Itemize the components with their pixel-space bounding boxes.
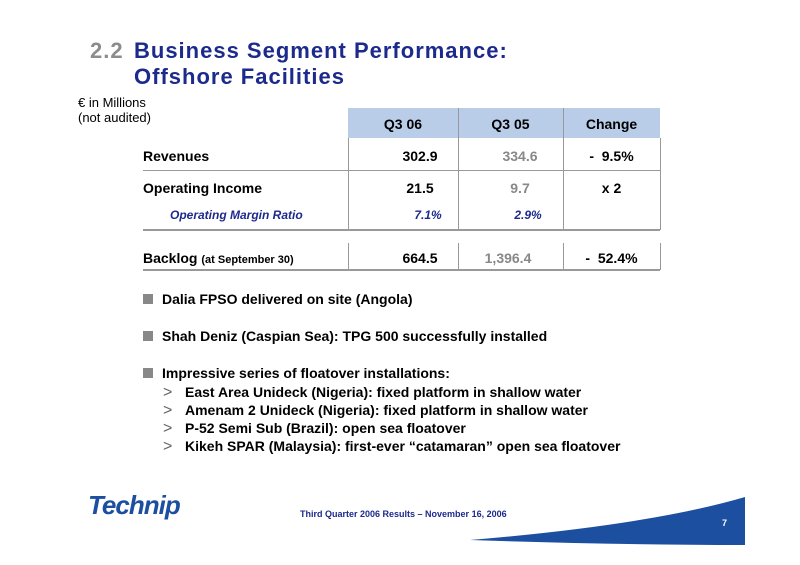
- divider: [458, 243, 459, 270]
- divider: [563, 108, 564, 230]
- cell: 7.1%: [414, 208, 442, 222]
- col-header: Change: [585, 116, 638, 132]
- divider: [563, 243, 564, 270]
- header-bg: [348, 108, 660, 138]
- page-number: 7: [722, 518, 728, 528]
- bullet-icon: [143, 294, 153, 304]
- title: Business Segment Performance:: [134, 38, 508, 63]
- divider: [348, 243, 349, 270]
- logo: Technip: [88, 490, 181, 520]
- col-header: Q3 06: [383, 116, 423, 132]
- bullet: Dalia FPSO delivered on site (Angola): [162, 291, 413, 307]
- bullet-icon: [143, 368, 153, 378]
- arrow: >: [163, 384, 173, 401]
- row-label: Operating Margin Ratio: [170, 208, 303, 222]
- sub-bullet: Amenam 2 Unideck (Nigeria): fixed platfo…: [185, 402, 588, 418]
- cell: - 9.5%: [589, 148, 634, 164]
- row-label: Revenues: [143, 148, 210, 164]
- cell: 1,396.4: [484, 250, 532, 266]
- units: (not audited): [78, 110, 151, 125]
- cell: 664.5: [402, 250, 438, 266]
- title: Offshore Facilities: [134, 64, 345, 89]
- sub-bullet: Kikeh SPAR (Malaysia): first-ever “catam…: [185, 438, 621, 454]
- cell: 334.6: [502, 148, 538, 164]
- sub-bullet: East Area Unideck (Nigeria): fixed platf…: [185, 384, 582, 400]
- cell: 302.9: [402, 148, 438, 164]
- row-line: [143, 229, 660, 231]
- row-label: Backlog (at September 30): [143, 250, 294, 266]
- backlog-note: (at September 30): [201, 254, 294, 266]
- row-line: [143, 170, 660, 171]
- arrow: >: [163, 420, 173, 437]
- divider: [660, 138, 661, 230]
- col-header: Q3 05: [491, 116, 530, 132]
- divider: [348, 138, 349, 230]
- row-label: Operating Income: [143, 180, 263, 196]
- divider: [458, 108, 459, 230]
- arrow: >: [163, 438, 173, 455]
- cell: x 2: [601, 180, 622, 196]
- bullet: Impressive series of floatover installat…: [162, 365, 450, 381]
- sub-bullet: P-52 Semi Sub (Brazil): open sea floatov…: [185, 420, 466, 436]
- row-line: [143, 269, 660, 271]
- bullet: Shah Deniz (Caspian Sea): TPG 500 succes…: [162, 328, 548, 344]
- section-number: 2.2: [90, 38, 124, 63]
- cell: 2.9%: [514, 208, 542, 222]
- cell: - 52.4%: [585, 250, 638, 266]
- bullet-icon: [143, 331, 153, 341]
- cell: 9.7: [510, 180, 530, 196]
- units: € in Millions: [78, 95, 146, 110]
- footer-text: Third Quarter 2006 Results – November 16…: [300, 509, 507, 519]
- arrow: >: [163, 402, 173, 419]
- cell: 21.5: [406, 180, 434, 196]
- backlog-label: Backlog: [143, 250, 198, 266]
- divider: [660, 243, 661, 270]
- swoosh-shape: [470, 497, 745, 545]
